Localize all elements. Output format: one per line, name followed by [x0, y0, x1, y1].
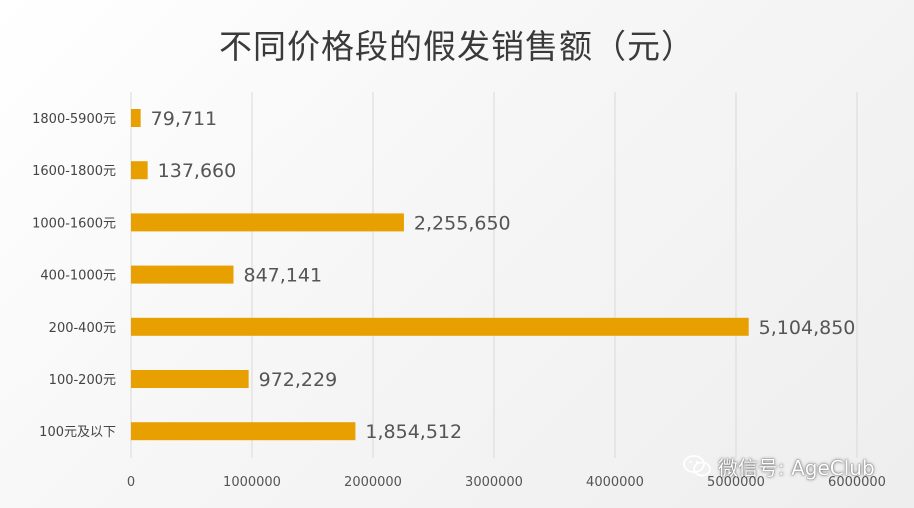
category-label: 100-200元	[49, 373, 116, 388]
data-label: 972,229	[259, 369, 338, 391]
category-label: 200-400元	[49, 321, 116, 336]
x-tick-label: 0	[127, 475, 135, 490]
x-tick-label: 1000000	[223, 475, 281, 490]
x-tick-label: 6000000	[828, 475, 886, 490]
bar	[131, 213, 404, 232]
data-label: 2,255,650	[414, 212, 511, 234]
bar	[131, 109, 141, 127]
bar	[131, 370, 249, 388]
bar	[131, 161, 148, 180]
category-label: 1800-5900元	[32, 112, 116, 127]
wechat-icon	[683, 455, 711, 477]
data-label: 79,711	[151, 108, 217, 130]
category-label: 100元及以下	[39, 425, 116, 440]
bar	[131, 265, 234, 284]
data-label: 847,141	[244, 265, 323, 287]
x-tick-label: 3000000	[465, 475, 523, 490]
watermark-text: 微信号: AgeClub	[718, 455, 875, 480]
category-label: 1000-1600元	[32, 216, 116, 231]
chart-title: 不同价格段的假发销售额（元）	[219, 27, 695, 66]
category-label: 1600-1800元	[32, 164, 116, 179]
x-tick-label: 2000000	[344, 475, 402, 490]
bar	[131, 317, 749, 336]
x-tick-label: 5000000	[707, 475, 765, 490]
data-label: 1,854,512	[365, 421, 462, 443]
data-label: 5,104,850	[759, 317, 856, 339]
bar	[131, 422, 356, 441]
data-label: 137,660	[158, 160, 237, 182]
category-label: 400-1000元	[40, 269, 116, 284]
x-tick-label: 4000000	[586, 475, 644, 490]
watermark: 微信号: AgeClub	[682, 452, 875, 480]
